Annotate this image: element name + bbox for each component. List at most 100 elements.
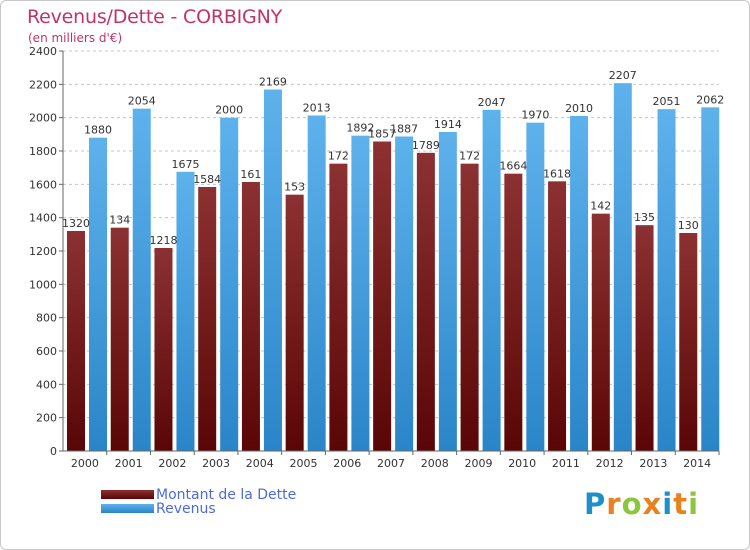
x-tick-label: 2000 xyxy=(71,457,99,470)
bar-debt xyxy=(460,163,479,451)
bar-debt xyxy=(591,213,610,451)
data-label-debt: 130 xyxy=(678,219,699,232)
bar-revenus xyxy=(438,132,457,451)
data-label-debt: 1584 xyxy=(193,173,221,186)
y-tick-label: 1000 xyxy=(29,278,57,291)
y-tick-label: 800 xyxy=(36,312,57,325)
bar-revenus xyxy=(526,122,545,452)
data-label-debt: 1618 xyxy=(543,167,571,180)
y-tick-label: 400 xyxy=(36,378,57,391)
bar-debt xyxy=(285,194,304,451)
y-tick-label: 1200 xyxy=(29,245,57,258)
bar-revenus xyxy=(351,135,370,451)
bar-debt xyxy=(679,233,698,451)
data-label-debt: 134 xyxy=(109,214,130,227)
y-tick-label: 1800 xyxy=(29,145,57,158)
bar-revenus xyxy=(263,89,282,451)
bar-debt xyxy=(373,141,392,451)
data-label-revenus: 1880 xyxy=(84,124,112,137)
legend-swatch-debt xyxy=(101,490,154,499)
x-tick-label: 2001 xyxy=(115,457,143,470)
data-label-debt: 153 xyxy=(284,181,305,194)
y-tick-label: 1600 xyxy=(29,178,57,191)
bar-debt xyxy=(241,182,260,451)
bar-debt xyxy=(548,181,567,452)
x-tick-label: 2008 xyxy=(421,457,449,470)
data-label-debt: 1320 xyxy=(62,217,90,230)
data-label-debt: 1789 xyxy=(412,139,440,152)
data-label-revenus: 2013 xyxy=(303,102,331,115)
legend-swatch-revenus xyxy=(101,504,154,513)
data-label-revenus: 1914 xyxy=(434,118,462,131)
y-tick-label: 2400 xyxy=(29,45,57,58)
logo-letter: t xyxy=(673,487,689,521)
y-tick-label: 600 xyxy=(36,345,57,358)
x-tick-label: 2004 xyxy=(246,457,274,470)
proxiti-logo: Proxiti xyxy=(584,487,699,521)
y-tick-label: 0 xyxy=(50,445,57,458)
bar-revenus xyxy=(482,109,501,451)
data-label-revenus: 2054 xyxy=(128,95,156,108)
data-label-revenus: 2047 xyxy=(478,96,506,109)
legend-label-revenus: Revenus xyxy=(156,501,216,517)
x-tick-label: 2012 xyxy=(596,457,624,470)
data-label-debt: 1664 xyxy=(499,160,527,173)
bar-debt xyxy=(504,173,523,451)
legend-label-debt: Montant de la Dette xyxy=(156,487,297,503)
bar-debt xyxy=(110,227,129,451)
logo-letter: P xyxy=(584,487,607,521)
data-label-revenus: 2169 xyxy=(259,76,287,89)
data-label-revenus: 1892 xyxy=(346,122,374,135)
y-tick-label: 1400 xyxy=(29,212,57,225)
bar-revenus xyxy=(657,109,676,452)
data-label-debt: 172 xyxy=(328,150,349,163)
chart-subtitle: (en milliers d'€) xyxy=(28,31,123,45)
data-label-revenus: 2000 xyxy=(215,104,243,117)
x-tick-label: 2014 xyxy=(683,457,711,470)
y-tick-label: 2200 xyxy=(29,78,57,91)
bar-revenus xyxy=(307,115,326,451)
x-tick-label: 2002 xyxy=(158,457,186,470)
bar-debt xyxy=(67,231,85,451)
x-tick-label: 2005 xyxy=(290,457,318,470)
data-label-revenus: 2062 xyxy=(696,93,724,106)
bar-revenus xyxy=(395,136,414,451)
data-label-revenus: 2051 xyxy=(653,95,681,108)
logo-letter: x xyxy=(642,487,663,521)
bar-revenus xyxy=(570,116,589,451)
y-tick-label: 200 xyxy=(36,412,57,425)
x-tick-label: 2011 xyxy=(552,457,580,470)
bar-debt xyxy=(198,187,217,451)
x-tick-label: 2013 xyxy=(639,457,667,470)
data-label-revenus: 2207 xyxy=(609,69,637,82)
bar-debt xyxy=(329,163,348,451)
logo-letter: i xyxy=(662,487,674,521)
bar-revenus xyxy=(220,117,239,452)
data-label-debt: 161 xyxy=(240,168,261,181)
bar-revenus xyxy=(613,83,632,452)
chart-title: Revenus/Dette - CORBIGNY xyxy=(27,6,283,28)
logo-letter: i xyxy=(688,487,700,521)
data-label-debt: 1857 xyxy=(368,128,396,141)
data-label-debt: 1218 xyxy=(149,234,177,247)
x-tick-label: 2006 xyxy=(333,457,361,470)
bar-revenus xyxy=(89,137,107,451)
data-label-debt: 172 xyxy=(459,150,480,163)
data-label-revenus: 1970 xyxy=(521,109,549,122)
x-tick-label: 2010 xyxy=(508,457,536,470)
bar-debt xyxy=(154,248,173,451)
bar-revenus xyxy=(701,107,720,451)
y-tick-label: 2000 xyxy=(29,112,57,125)
data-label-debt: 135 xyxy=(634,211,655,224)
x-tick-label: 2003 xyxy=(202,457,230,470)
data-label-revenus: 1887 xyxy=(390,123,418,136)
bar-debt xyxy=(635,225,654,451)
bar-revenus xyxy=(132,108,151,452)
data-label-revenus: 1675 xyxy=(171,158,199,171)
logo-letter: o xyxy=(621,487,643,521)
logo-letter: r xyxy=(606,487,622,521)
bar-debt xyxy=(416,152,435,452)
bar-revenus xyxy=(176,171,195,452)
